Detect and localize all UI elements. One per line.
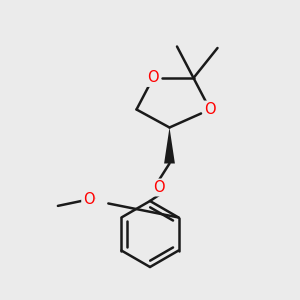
Text: O: O bbox=[204, 102, 216, 117]
Polygon shape bbox=[164, 128, 175, 164]
Text: O: O bbox=[153, 180, 165, 195]
Text: O: O bbox=[147, 70, 159, 86]
Text: O: O bbox=[83, 192, 94, 207]
